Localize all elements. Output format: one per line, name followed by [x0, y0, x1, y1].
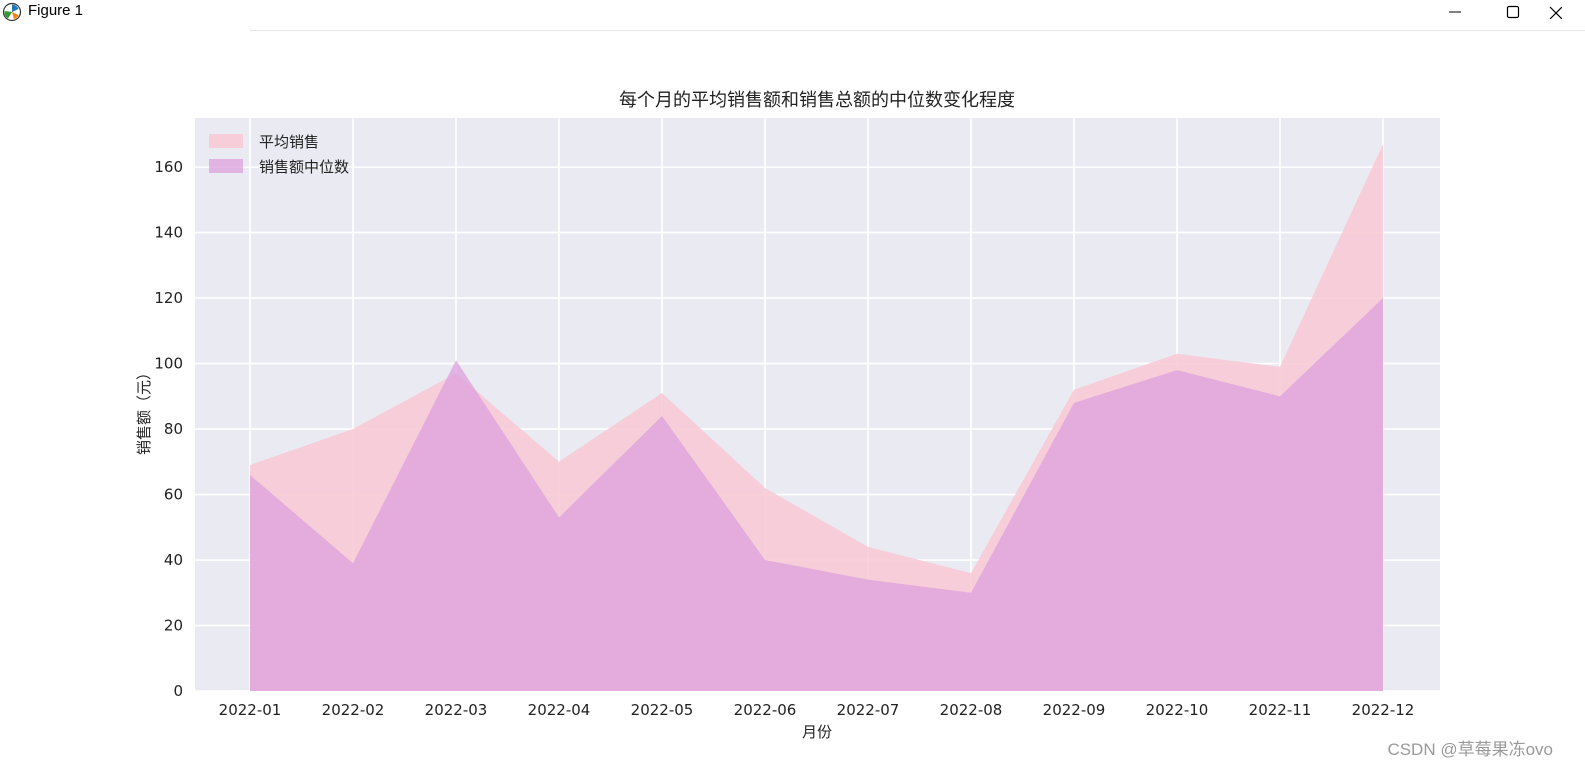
- y-tick-label: 20: [164, 617, 183, 635]
- y-tick-label: 40: [164, 551, 183, 569]
- x-tick-label: 2022-02: [322, 701, 385, 719]
- minimize-button[interactable]: [1432, 0, 1478, 24]
- x-tick-label: 2022-10: [1146, 701, 1209, 719]
- x-tick-label: 2022-01: [219, 701, 282, 719]
- y-tick-label: 140: [154, 224, 183, 242]
- x-axis-label: 月份: [802, 723, 832, 741]
- y-tick-label: 100: [154, 355, 183, 373]
- x-tick-label: 2022-03: [425, 701, 488, 719]
- legend-swatch: [209, 159, 243, 173]
- y-axis-ticks: 0 20 40 60 80 100 120 140 160: [154, 158, 183, 700]
- watermark: CSDN @草莓果冻ovo: [1387, 740, 1553, 759]
- x-tick-label: 2022-05: [631, 701, 694, 719]
- x-tick-label: 2022-08: [940, 701, 1003, 719]
- area-series-2: [250, 298, 1383, 691]
- legend-swatch: [209, 134, 243, 148]
- window-title: Figure 1: [28, 2, 84, 19]
- x-tick-label: 2022-06: [734, 701, 797, 719]
- y-tick-label: 60: [164, 486, 183, 504]
- close-icon: [1549, 6, 1562, 19]
- y-tick-label: 0: [173, 682, 183, 700]
- y-tick-label: 120: [154, 289, 183, 307]
- legend-label: 销售额中位数: [259, 158, 349, 176]
- x-tick-label: 2022-12: [1352, 701, 1415, 719]
- x-tick-label: 2022-11: [1249, 701, 1312, 719]
- x-tick-label: 2022-09: [1043, 701, 1106, 719]
- x-axis-ticks: 2022-01 2022-02 2022-03 2022-04 2022-05 2022-…: [219, 701, 1415, 719]
- legend-label: 平均销售: [259, 133, 319, 151]
- window-titlebar: Figure 1: [0, 0, 1585, 30]
- y-axis-label: 销售额（元）: [135, 365, 153, 455]
- area-series: [250, 144, 1383, 692]
- maximize-button[interactable]: [1490, 0, 1536, 24]
- toolbar-separator: [250, 30, 1585, 31]
- x-tick-label: 2022-04: [528, 701, 591, 719]
- maximize-icon: [1506, 5, 1520, 19]
- chart-title: 每个月的平均销售额和销售总额的中位数变化程度: [619, 90, 1015, 111]
- y-tick-label: 80: [164, 420, 183, 438]
- matplotlib-icon: [2, 2, 22, 22]
- minimize-icon: [1449, 11, 1461, 13]
- y-tick-label: 160: [154, 158, 183, 176]
- x-tick-label: 2022-07: [837, 701, 900, 719]
- close-button[interactable]: [1548, 0, 1585, 24]
